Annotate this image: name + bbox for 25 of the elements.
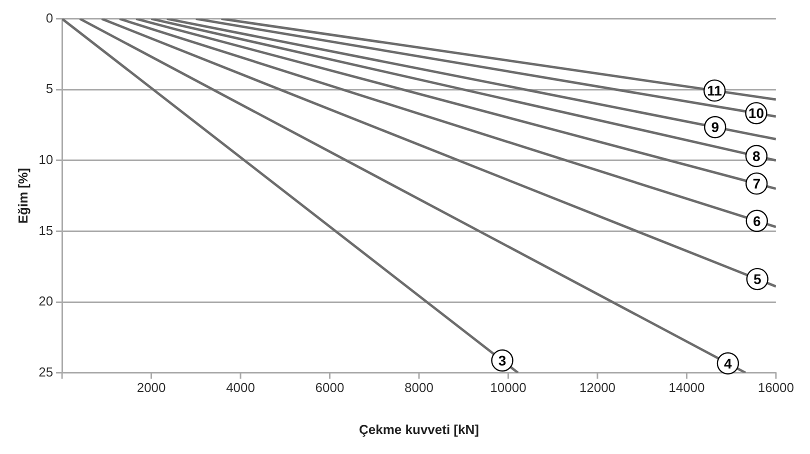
series-label: 6	[752, 212, 761, 229]
x-tick-label: 6000	[315, 380, 344, 396]
series-label: 10	[748, 105, 764, 122]
series-label: 3	[498, 352, 506, 368]
series-label: 5	[753, 270, 762, 287]
series-label: 7	[752, 175, 761, 192]
series-label: 4	[724, 355, 732, 372]
x-tick-label: 16000	[758, 380, 794, 396]
y-tick-label: 0	[46, 10, 54, 26]
x-tick-label: 14000	[668, 380, 705, 396]
y-tick-label: 25	[38, 364, 54, 380]
x-tick-label: 8000	[404, 380, 434, 396]
x-tick-label: 12000	[579, 380, 616, 396]
series-label: 8	[752, 148, 761, 164]
x-tick-label: 10000	[490, 380, 526, 396]
y-tick-label: 15	[38, 222, 54, 238]
series-label: 9	[711, 119, 720, 135]
y-tick-label: 5	[46, 81, 54, 96]
series-label: 11	[707, 82, 722, 98]
y-tick-label: 10	[38, 152, 54, 167]
y-tick-label: 20	[38, 294, 54, 309]
x-tick-label: 2000	[136, 380, 166, 396]
x-tick-label: 4000	[226, 380, 255, 396]
x-axis-title: Çekme kuvveti [kN]	[359, 422, 479, 437]
y-axis-title: Eğim [%]	[15, 168, 30, 224]
